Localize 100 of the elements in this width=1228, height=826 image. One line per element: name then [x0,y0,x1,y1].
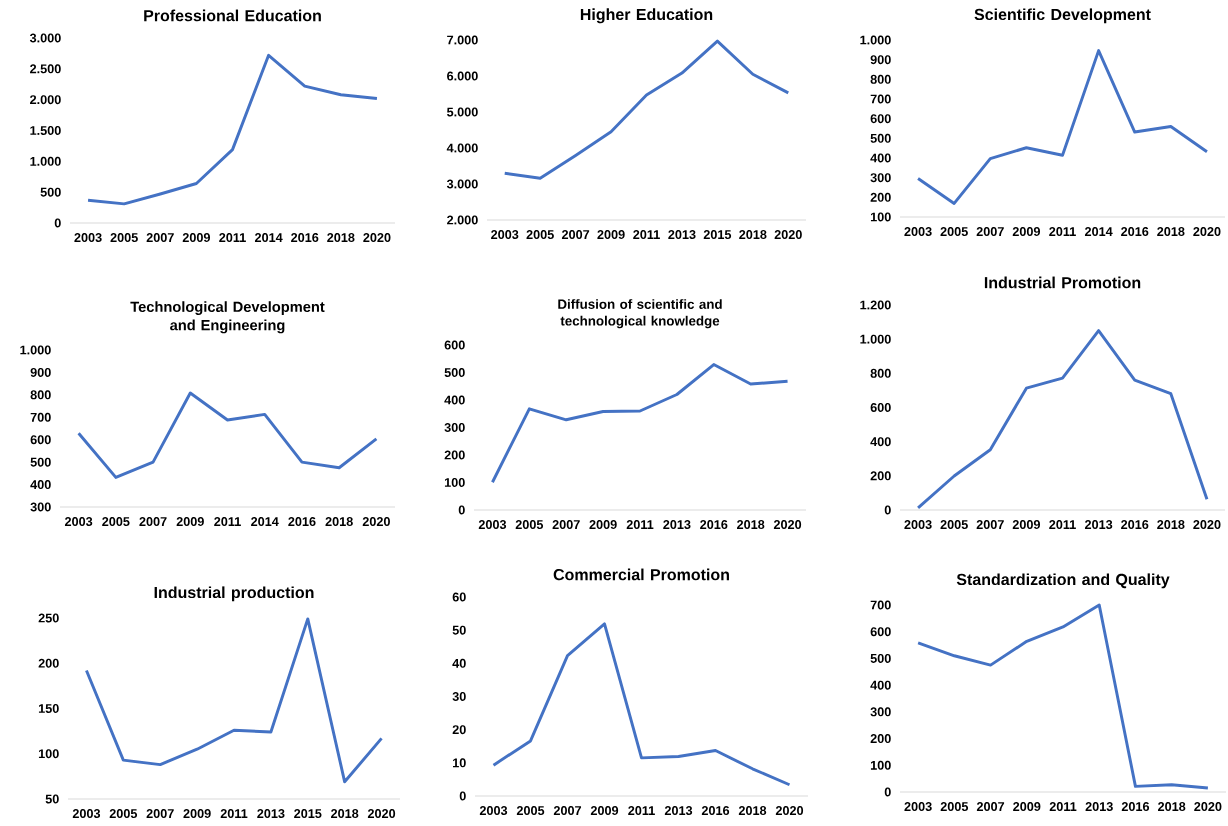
x-tick-label: 2003 [64,517,93,527]
x-tick-label: 2007 [146,809,174,819]
x-tick-label: 2009 [1012,520,1041,530]
y-tick-label: 1.000 [860,334,891,344]
x-tick-label: 2020 [362,517,390,527]
y-tick-label: 300 [870,707,891,717]
x-tick-label: 2005 [940,802,969,812]
y-tick-label: 200 [870,734,891,744]
x-tick-label: 2009 [183,809,211,819]
x-tick-label: 2018 [331,809,359,819]
y-tick-label: 60 [452,592,466,602]
line-series [916,603,1210,790]
y-tick-label: 2.000 [30,95,61,105]
x-tick-label: 2007 [553,806,582,816]
chart-title: Higher Education [580,8,713,24]
x-tick-label: 2016 [1121,227,1149,237]
x-tick-label: 2015 [703,230,732,240]
chart-title: Diffusion of scientific and technological knowledge [558,299,722,329]
x-tick-label: 2016 [291,233,319,243]
y-tick-label: 2.500 [30,64,61,74]
chart-title: Standardization and Quality [956,573,1170,589]
x-tick-label: 2007 [146,233,174,243]
y-tick-label: 300 [444,423,465,432]
y-tick-label: 800 [30,390,51,400]
line-series [916,329,1209,510]
x-tick-label: 2005 [110,233,138,243]
y-tick-label: 300 [870,173,891,183]
chart-title: Professional Education [144,9,321,22]
y-tick-label: 600 [870,114,891,124]
y-tick-label: 400 [30,480,51,490]
y-tick-label: 700 [870,94,891,104]
y-tick-label: 20 [452,725,466,735]
x-tick-label: 2020 [775,806,804,816]
x-tick-label: 2011 [214,517,241,527]
x-tick-label: 2016 [701,806,730,816]
y-tick-label: 600 [444,340,465,350]
x-tick-label: 2011 [626,520,654,530]
y-tick-label: 5.000 [447,107,478,117]
x-tick-label: 2020 [774,230,802,240]
x-tick-label: 2011 [220,809,248,819]
x-tick-label: 2013 [664,806,693,816]
y-tick-label: 400 [870,437,891,447]
x-tick-label: 2011 [1049,520,1076,530]
y-tick-label: 700 [30,412,51,422]
y-tick-label: 250 [38,613,59,623]
y-tick-label: 700 [870,600,891,610]
y-tick-label: 400 [870,153,891,163]
x-tick-label: 2018 [1157,227,1185,237]
y-tick-label: 300 [30,502,51,512]
x-tick-label: 2009 [597,230,625,240]
chart-title: Technological Development and Engineering [130,301,325,334]
x-tick-label: 2020 [1193,227,1221,237]
x-tick-label: 2009 [590,806,619,816]
x-tick-label: 2016 [700,520,728,530]
chart-title: Industrial production [154,586,314,602]
x-tick-label: 2014 [251,517,279,527]
y-tick-label: 900 [30,367,51,377]
x-tick-label: 2018 [739,230,767,240]
y-tick-label: 0 [459,791,466,801]
x-tick-label: 2005 [940,227,968,237]
x-tick-label: 2011 [1049,802,1077,812]
line-series [916,49,1209,205]
x-tick-label: 2007 [976,227,1004,237]
x-tick-label: 2018 [1158,802,1186,812]
x-tick-label: 2007 [561,230,590,240]
line-series [492,622,791,787]
x-tick-label: 2003 [904,227,932,237]
y-tick-label: 1.000 [30,156,61,166]
y-tick-label: 100 [38,749,59,759]
x-tick-label: 2005 [109,809,138,819]
y-tick-label: 400 [870,680,891,690]
x-tick-label: 2007 [139,517,167,527]
x-tick-label: 2013 [663,520,691,530]
y-tick-label: 1.500 [30,126,61,135]
y-tick-label: 1.000 [860,35,891,45]
x-tick-label: 2013 [1085,802,1113,812]
x-tick-label: 2003 [904,520,932,530]
x-tick-label: 2011 [633,230,660,240]
x-tick-label: 2003 [72,809,101,819]
x-tick-label: 2007 [976,802,1005,812]
x-tick-label: 2007 [976,520,1004,530]
y-tick-label: 900 [870,55,891,65]
x-tick-label: 2014 [254,233,283,243]
x-tick-label: 2013 [668,230,696,240]
x-tick-label: 2015 [294,809,322,819]
y-tick-label: 150 [38,704,59,713]
line-series [86,53,379,206]
y-tick-label: 800 [870,74,891,84]
y-tick-label: 200 [870,471,891,481]
x-tick-label: 2011 [1049,227,1076,237]
y-tick-label: 10 [453,758,466,768]
x-tick-label: 2018 [327,233,355,243]
line-series [77,391,378,479]
x-tick-label: 2003 [74,233,102,243]
x-tick-label: 2018 [738,806,767,816]
y-tick-label: 500 [870,653,891,663]
y-tick-label: 500 [40,187,61,197]
x-tick-label: 2003 [904,802,932,812]
chart-title: Commercial Promotion [553,568,729,581]
y-tick-label: 400 [444,395,465,405]
